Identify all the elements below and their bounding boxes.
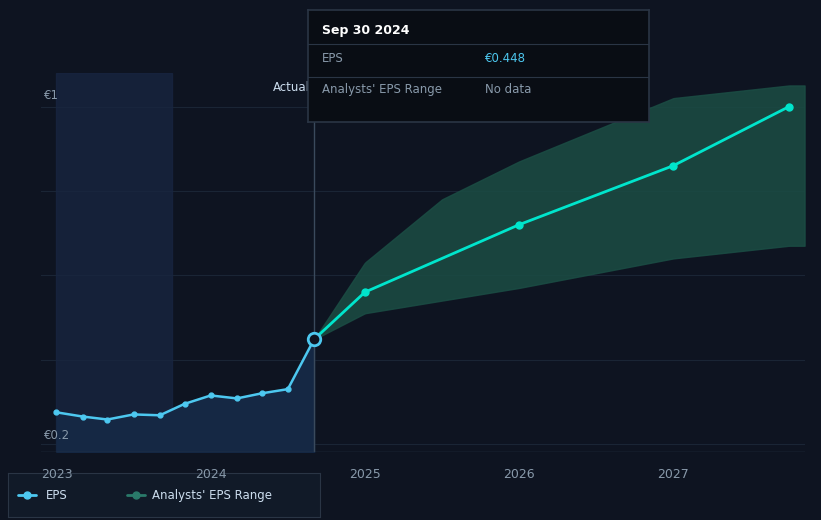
Text: EPS: EPS: [322, 52, 343, 65]
Text: No data: No data: [485, 83, 531, 96]
Text: €1: €1: [44, 89, 59, 102]
Text: €0.448: €0.448: [485, 52, 526, 65]
Text: 2026: 2026: [503, 468, 535, 481]
Text: 2025: 2025: [349, 468, 381, 481]
Text: Analysts' EPS Range: Analysts' EPS Range: [322, 83, 442, 96]
Text: Analysts' EPS Range: Analysts' EPS Range: [152, 489, 272, 502]
Text: 2024: 2024: [195, 468, 227, 481]
Text: Sep 30 2024: Sep 30 2024: [322, 24, 409, 37]
Text: Actual: Actual: [273, 81, 310, 94]
Text: €0.2: €0.2: [44, 429, 71, 442]
Text: Analysts Forecasts: Analysts Forecasts: [322, 81, 432, 94]
Bar: [57, 73, 172, 452]
Text: 2023: 2023: [41, 468, 72, 481]
Text: 2027: 2027: [658, 468, 690, 481]
Text: EPS: EPS: [46, 489, 67, 502]
